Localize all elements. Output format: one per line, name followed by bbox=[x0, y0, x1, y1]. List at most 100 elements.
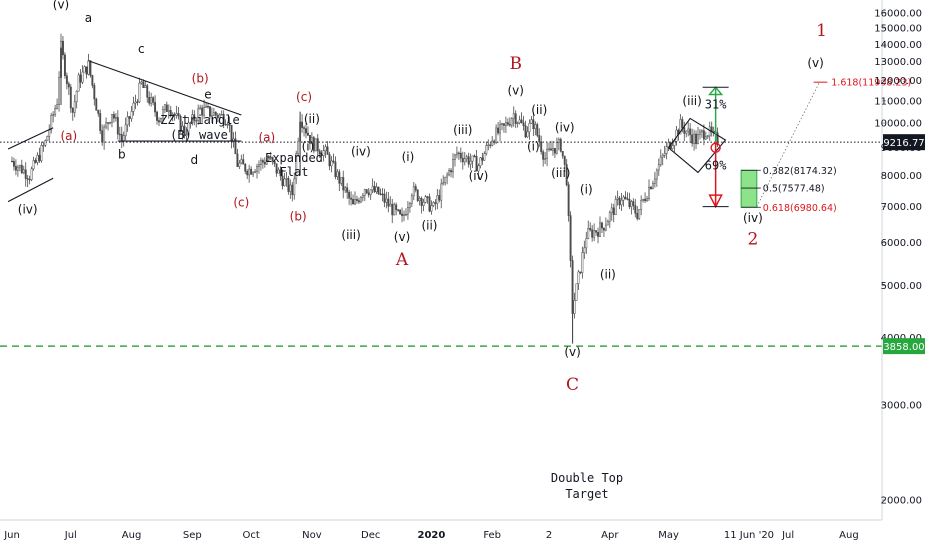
candle-body bbox=[265, 159, 268, 165]
candle-body bbox=[283, 178, 286, 187]
candle-body bbox=[485, 145, 488, 154]
candle-body bbox=[316, 138, 319, 152]
wave-label: c bbox=[138, 42, 145, 56]
candle-body bbox=[179, 115, 182, 132]
candle-body bbox=[642, 198, 645, 201]
candle-body bbox=[62, 40, 64, 56]
channel-lower bbox=[7, 177, 54, 203]
candle-body bbox=[681, 119, 684, 128]
wave-label: B bbox=[509, 54, 522, 74]
candle-body bbox=[116, 117, 119, 135]
time-tick-label: Aug bbox=[122, 530, 142, 541]
wave-label: (v) bbox=[807, 56, 823, 70]
price-tick-label: 14000.00 bbox=[874, 40, 922, 51]
candle-body bbox=[28, 178, 31, 181]
candle-body bbox=[385, 198, 388, 203]
candle-body bbox=[65, 75, 68, 84]
candle-body bbox=[383, 193, 386, 203]
candle-body bbox=[632, 201, 635, 206]
candle-body bbox=[659, 156, 662, 165]
candle-body bbox=[183, 125, 186, 137]
candle-body bbox=[614, 199, 617, 215]
candle-body bbox=[510, 118, 513, 126]
candle-body bbox=[501, 123, 503, 125]
drawing-tools[interactable]: 0.382(8174.32) 0.5(7577.48) 0.618(6980.64)… bbox=[7, 60, 911, 214]
candle-body bbox=[371, 185, 374, 191]
candle-body bbox=[399, 209, 402, 215]
candle-body bbox=[389, 203, 392, 207]
candle-body bbox=[267, 158, 270, 161]
candle-body bbox=[16, 166, 19, 171]
support-badge bbox=[883, 338, 925, 355]
candle-body bbox=[367, 192, 370, 196]
candle-body bbox=[583, 247, 586, 253]
candle-body bbox=[444, 176, 447, 184]
candle-body bbox=[314, 138, 317, 152]
candle-body bbox=[438, 195, 441, 201]
candle-body bbox=[506, 122, 509, 125]
candle-body bbox=[250, 168, 253, 175]
candle-body bbox=[469, 160, 472, 165]
price-axis[interactable]: 16000.00 15000.00 14000.00 13000.00 12000.00… bbox=[874, 0, 925, 520]
candle-body bbox=[14, 166, 17, 171]
fib-1618-label: 1.618(11908.23) bbox=[831, 78, 911, 89]
candle-body bbox=[195, 120, 198, 122]
candle-body bbox=[91, 75, 94, 86]
candle-body bbox=[405, 213, 407, 216]
candle-body bbox=[338, 171, 341, 184]
time-tick-label: Dec bbox=[361, 530, 380, 541]
candle-body bbox=[34, 160, 37, 163]
candle-body bbox=[467, 156, 470, 165]
candle-body bbox=[544, 158, 547, 160]
candle-body bbox=[279, 169, 282, 177]
candle-body bbox=[295, 153, 298, 180]
candle-body bbox=[683, 127, 686, 134]
candle-body bbox=[379, 193, 382, 195]
candle-body bbox=[38, 154, 41, 162]
fib-level-label: 0.618(6980.64) bbox=[763, 203, 837, 214]
wave-label: (iv) bbox=[743, 211, 763, 225]
candle-body bbox=[56, 104, 59, 109]
candle-body bbox=[287, 178, 290, 192]
candle-body bbox=[591, 229, 594, 238]
candle-body bbox=[120, 134, 123, 141]
candle-body bbox=[32, 160, 35, 170]
wave-label: (v) bbox=[507, 83, 523, 97]
candle-body bbox=[175, 113, 178, 116]
candle-body bbox=[130, 111, 133, 119]
candle-body bbox=[489, 144, 492, 146]
diamond-pattern bbox=[667, 117, 727, 174]
current-price-badge bbox=[883, 134, 925, 151]
candle-body bbox=[604, 224, 607, 231]
candle-body bbox=[40, 145, 43, 162]
candle-body bbox=[450, 170, 452, 173]
candle-body bbox=[220, 114, 223, 116]
candle-body bbox=[530, 119, 533, 124]
time-axis[interactable]: Jun Jul Aug Sep Oct Nov Dec 2020 Feb 2 Apr May Jul Au… bbox=[0, 519, 882, 543]
candle-body bbox=[230, 124, 233, 142]
candlesticks bbox=[11, 33, 719, 344]
candle-body bbox=[557, 139, 560, 143]
candle-body bbox=[483, 153, 486, 161]
wave-label: 2 bbox=[747, 230, 758, 250]
time-tick-label: Aug bbox=[839, 530, 859, 541]
candle-body bbox=[289, 184, 292, 192]
candle-body bbox=[93, 85, 96, 100]
candle-body bbox=[689, 128, 692, 136]
candle-body bbox=[261, 160, 264, 163]
candle-body bbox=[36, 154, 39, 163]
candle-body bbox=[653, 178, 656, 184]
candle-body bbox=[214, 112, 217, 116]
candle-body bbox=[244, 163, 247, 172]
candle-body bbox=[277, 169, 280, 174]
candle-body bbox=[234, 138, 237, 155]
candle-body bbox=[307, 132, 309, 136]
candle-body bbox=[212, 112, 215, 116]
candle-body bbox=[528, 123, 531, 133]
candle-body bbox=[381, 193, 384, 195]
time-tick-label: 2020 bbox=[418, 530, 446, 541]
candle-body bbox=[13, 161, 15, 167]
candle-body bbox=[11, 160, 13, 163]
candle-body bbox=[105, 122, 108, 128]
